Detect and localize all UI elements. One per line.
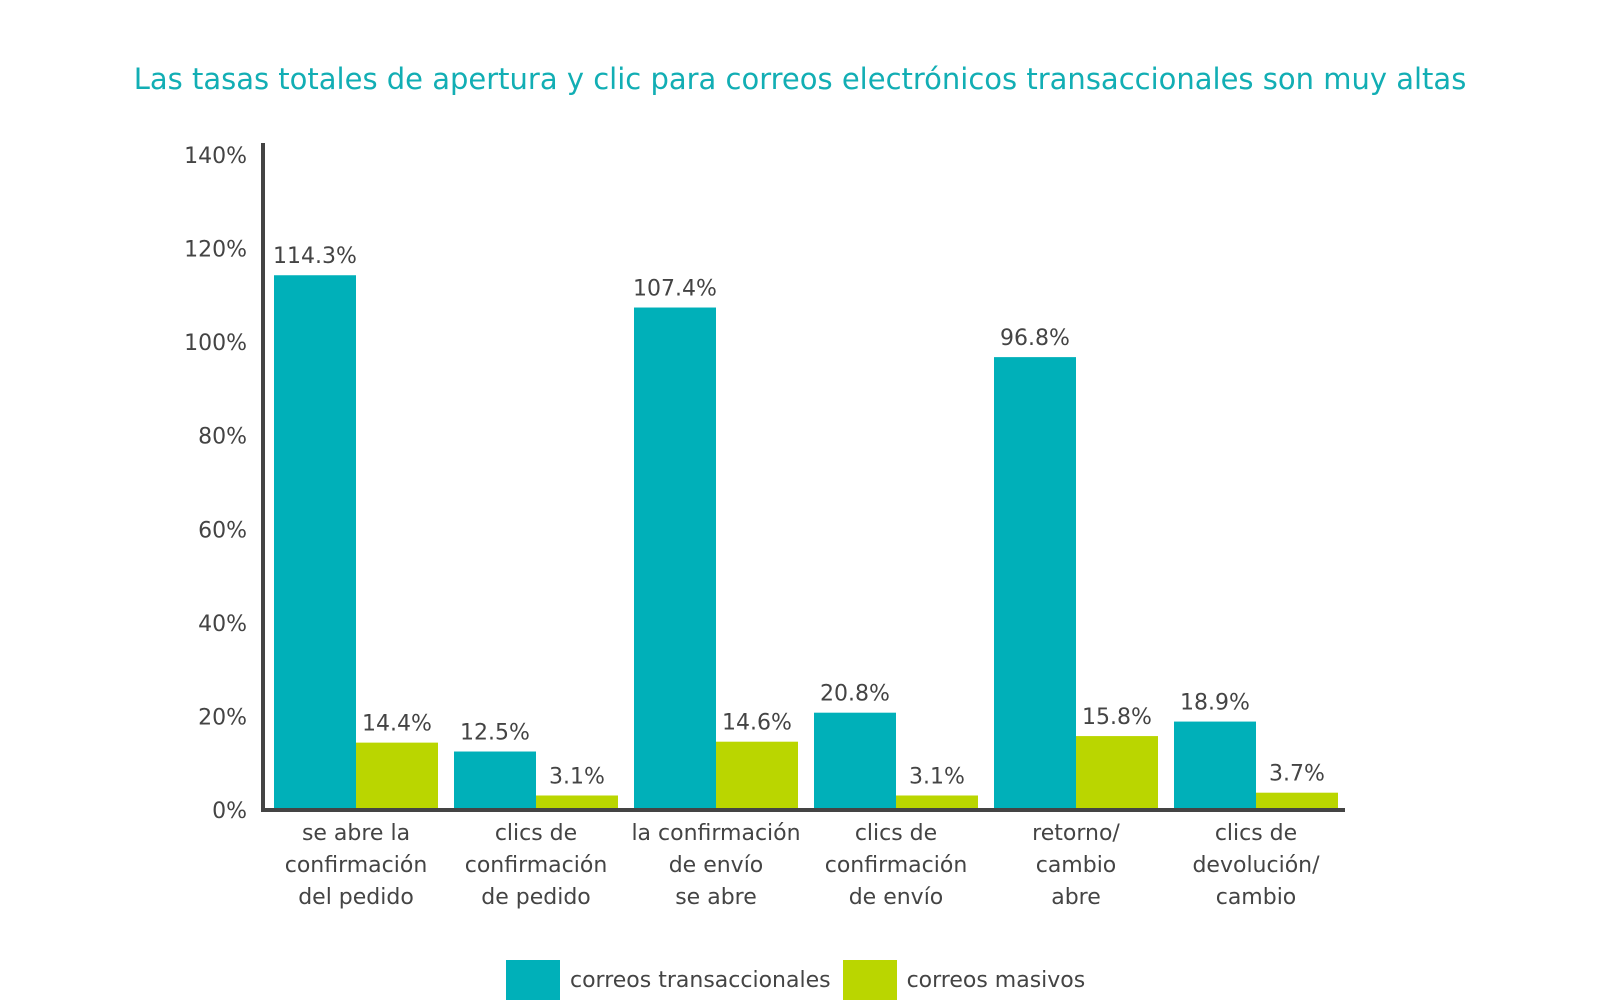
data-label: 15.8%	[1082, 705, 1152, 730]
data-label: 14.4%	[362, 712, 432, 737]
y-tick-label: 100%	[184, 331, 247, 356]
bar-masivos	[1076, 736, 1158, 810]
bar-transaccionales	[814, 712, 896, 810]
legend-swatch-masivos	[842, 960, 897, 1000]
data-label: 3.1%	[909, 764, 965, 789]
data-label: 3.7%	[1269, 762, 1325, 787]
bar-transaccionales	[634, 307, 716, 810]
bar-transaccionales	[994, 357, 1076, 810]
y-tick-label: 140%	[184, 144, 247, 169]
data-label: 12.5%	[460, 721, 530, 746]
legend-label-masivos: correos masivos	[906, 967, 1086, 993]
data-labels: 114.3% 14.4% 12.5% 3.1% 107.4% 14.6% 20.8% 3.1%…	[273, 244, 1325, 789]
legend-item-masivos: correos masivos	[842, 960, 1086, 1000]
bars	[274, 275, 1338, 811]
x-category-label: la confirmación de envío se abre	[631, 821, 800, 910]
bar-masivos	[716, 741, 798, 810]
x-category-label: clics de devolución/cambio	[1192, 821, 1320, 910]
y-tick-label: 80%	[198, 425, 247, 450]
data-label: 3.1%	[549, 764, 605, 789]
x-category-label: clics de confirmación de envío	[825, 821, 968, 910]
y-tick-label: 120%	[184, 238, 247, 263]
y-tick-label: 20%	[198, 705, 247, 730]
data-label: 114.3%	[273, 244, 357, 269]
chart-title: Las tasas totales de apertura y clic par…	[133, 62, 1467, 96]
bar-masivos	[536, 795, 618, 810]
legend-swatch-transaccionales	[506, 960, 560, 1000]
legend: correos transaccionales correos masivos	[506, 960, 1097, 1000]
x-category-label: se abre la confirmación del pedido	[285, 821, 428, 910]
x-category-label: retorno/cambio abre	[1032, 821, 1120, 910]
bar-transaccionales	[454, 751, 536, 810]
data-label: 107.4%	[633, 277, 717, 302]
bar-masivos	[896, 795, 978, 810]
y-tick-label: 40%	[198, 612, 247, 637]
legend-label-transaccionales: correos transaccionales	[570, 967, 831, 993]
category-labels: se abre la confirmación del pedido clics de…	[285, 821, 1320, 910]
data-label: 14.6%	[722, 711, 792, 736]
y-tick-label: 60%	[198, 518, 247, 543]
data-label: 18.9%	[1180, 691, 1250, 716]
y-axis-ticks: 0% 20% 40% 60% 80% 100% 120% 140%	[184, 144, 247, 824]
x-category-label: clics de confirmación de pedido	[465, 821, 608, 910]
legend-item-transaccionales: correos transaccionales	[506, 960, 831, 1000]
bar-transaccionales	[1174, 721, 1256, 810]
bar-masivos	[1256, 792, 1338, 810]
bar-transaccionales	[274, 275, 356, 811]
bar-masivos	[356, 742, 438, 810]
y-tick-label: 0%	[212, 799, 247, 824]
data-label: 20.8%	[820, 682, 890, 707]
data-label: 96.8%	[1000, 326, 1070, 351]
